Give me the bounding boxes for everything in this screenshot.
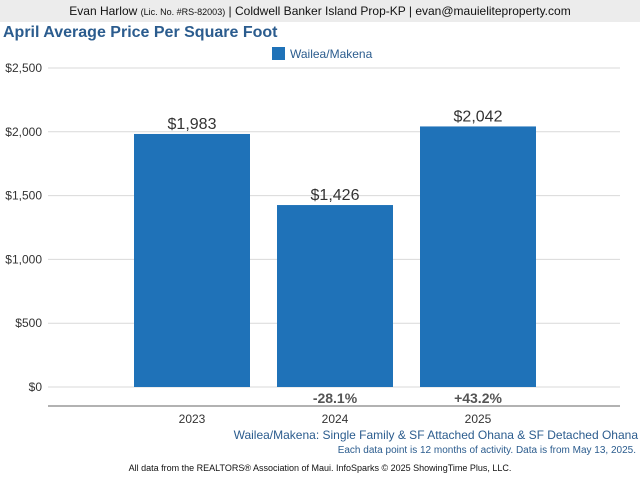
agent-email: evan@mauieliteproperty.com bbox=[415, 4, 571, 18]
footer-credit: All data from the REALTORS® Association … bbox=[128, 463, 512, 473]
y-tick-label: $2,500 bbox=[5, 61, 42, 75]
x-tick-label: 2024 bbox=[322, 412, 349, 426]
y-tick-label: $500 bbox=[15, 316, 42, 330]
bar-value-label: $1,426 bbox=[311, 187, 360, 204]
agent-name: Evan Harlow bbox=[69, 4, 138, 18]
x-tick-label: 2023 bbox=[179, 412, 206, 426]
bar bbox=[277, 205, 393, 387]
license-number: (Lic. No. #RS-82003) bbox=[140, 7, 226, 17]
x-tick-label: 2025 bbox=[465, 412, 492, 426]
data-note: Each data point is 12 months of activity… bbox=[337, 445, 636, 456]
percent-change-label: +43.2% bbox=[454, 390, 502, 406]
bar bbox=[134, 133, 250, 387]
bar bbox=[420, 126, 536, 388]
legend-label: Wailea/Makena bbox=[290, 47, 373, 61]
brokerage-name: | Coldwell Banker Island Prop-KP | bbox=[228, 4, 412, 18]
y-tick-label: $1,000 bbox=[5, 252, 42, 266]
legend-swatch bbox=[272, 47, 285, 60]
bar-value-label: $1,983 bbox=[168, 116, 217, 133]
chart-subtitle: Wailea/Makena: Single Family & SF Attach… bbox=[233, 428, 638, 442]
y-tick-label: $2,000 bbox=[5, 125, 42, 139]
y-tick-label: $0 bbox=[29, 380, 43, 394]
y-tick-label: $1,500 bbox=[5, 189, 42, 203]
bar-value-label: $2,042 bbox=[454, 108, 503, 125]
chart-title: April Average Price Per Square Foot bbox=[3, 24, 278, 41]
percent-change-label: -28.1% bbox=[313, 390, 358, 406]
agent-header: Evan Harlow (Lic. No. #RS-82003) | Coldw… bbox=[0, 0, 640, 22]
